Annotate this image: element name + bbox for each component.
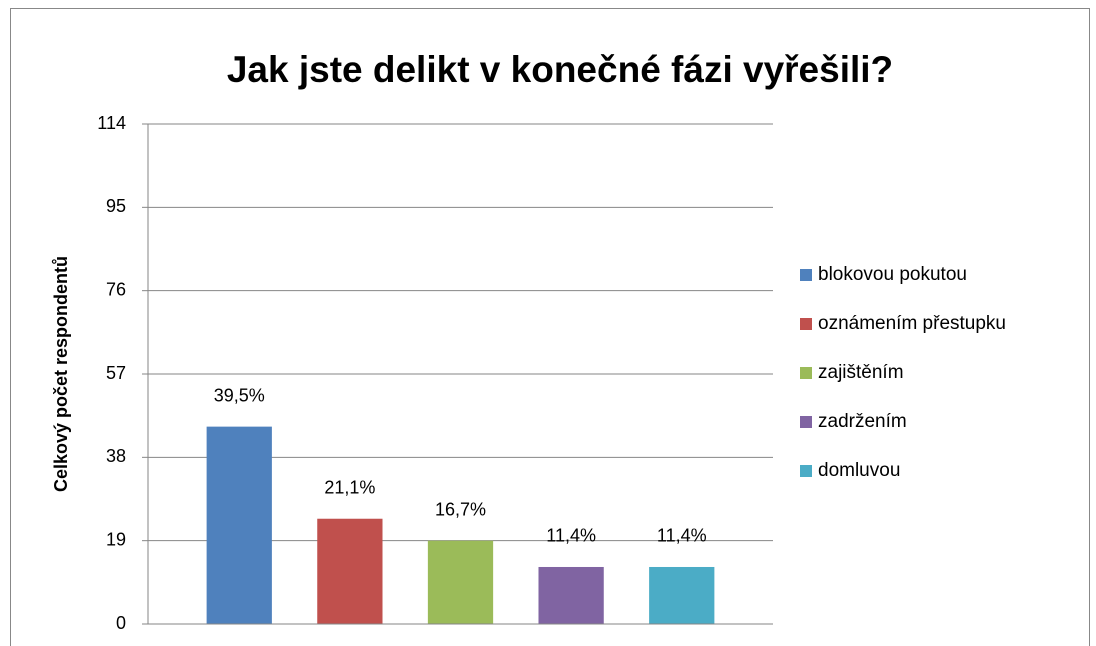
data-label: 11,4% — [546, 526, 596, 546]
y-tick-label: 38 — [106, 446, 126, 466]
y-tick-label: 95 — [106, 196, 126, 216]
chart-border — [10, 8, 1090, 646]
legend-label: domluvou — [818, 460, 900, 481]
legend-label: zadržením — [818, 411, 907, 432]
bar — [206, 426, 272, 624]
data-label: 39,5% — [214, 385, 265, 405]
y-tick-label: 0 — [116, 613, 126, 633]
data-label: 21,1% — [324, 477, 375, 497]
legend-swatch — [800, 465, 812, 477]
data-label: 11,4% — [657, 526, 707, 546]
y-tick-label: 114 — [97, 113, 126, 133]
legend-label: oznámením přestupku — [818, 313, 1006, 334]
y-tick-label: 57 — [106, 363, 126, 383]
y-axis-label: Celkový počet respondentů — [51, 256, 71, 492]
legend-swatch — [800, 416, 812, 428]
bar — [649, 566, 715, 624]
bar — [427, 540, 494, 624]
legend-swatch — [800, 367, 812, 379]
data-label: 16,7% — [435, 499, 486, 519]
legend-swatch — [800, 318, 812, 330]
legend-swatch — [800, 269, 812, 281]
chart-title: Jak jste delikt v konečné fázi vyřešili? — [227, 49, 893, 90]
y-tick-label: 19 — [106, 529, 126, 549]
y-tick-label: 76 — [106, 279, 126, 299]
bar — [317, 518, 383, 624]
legend-label: zajištěním — [818, 362, 904, 383]
bar — [538, 566, 604, 624]
legend-label: blokovou pokutou — [818, 264, 967, 285]
